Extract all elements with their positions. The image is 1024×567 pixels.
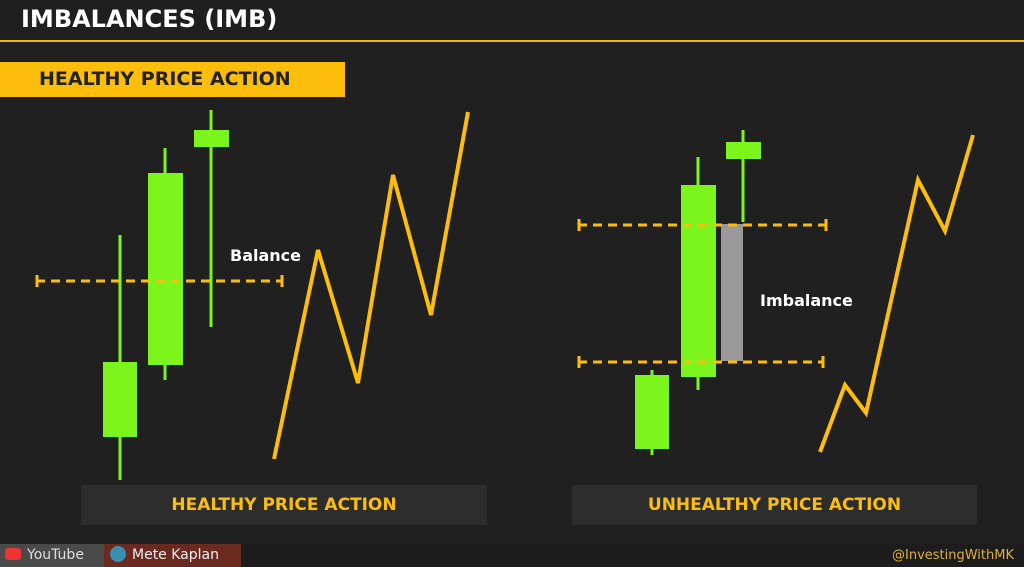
healthy-price-path [272,111,470,460]
imbalance-gap [721,224,743,361]
header-bar: IMBALANCES (IMB) [0,0,1024,42]
channel-badge[interactable]: Mete Kaplan [104,544,241,567]
candle-body [726,142,761,159]
channel-name: Mete Kaplan [132,547,219,563]
candle-body [681,185,716,377]
youtube-label: YouTube [27,547,84,563]
candle-body [103,362,137,437]
page-title: IMBALANCES (IMB) [21,5,278,33]
unhealthy-price-path [818,134,975,453]
candle-body [635,375,669,449]
section-label: HEALTHY PRICE ACTION [0,62,345,97]
footer: YouTube Mete Kaplan @InvestingWithMK [0,544,1024,567]
avatar [110,546,126,562]
candle-body [194,130,229,147]
candle-body [148,173,183,365]
unhealthy-caption: UNHEALTHY PRICE ACTION [572,485,977,525]
right-candles [635,130,761,455]
social-handle: @InvestingWithMK [892,548,1014,563]
imbalance-label: Imbalance [760,291,853,310]
youtube-badge[interactable]: YouTube [0,544,104,567]
left-candles [103,110,229,480]
healthy-caption: HEALTHY PRICE ACTION [81,485,487,525]
youtube-icon [5,548,21,560]
balance-label: Balance [230,246,301,265]
